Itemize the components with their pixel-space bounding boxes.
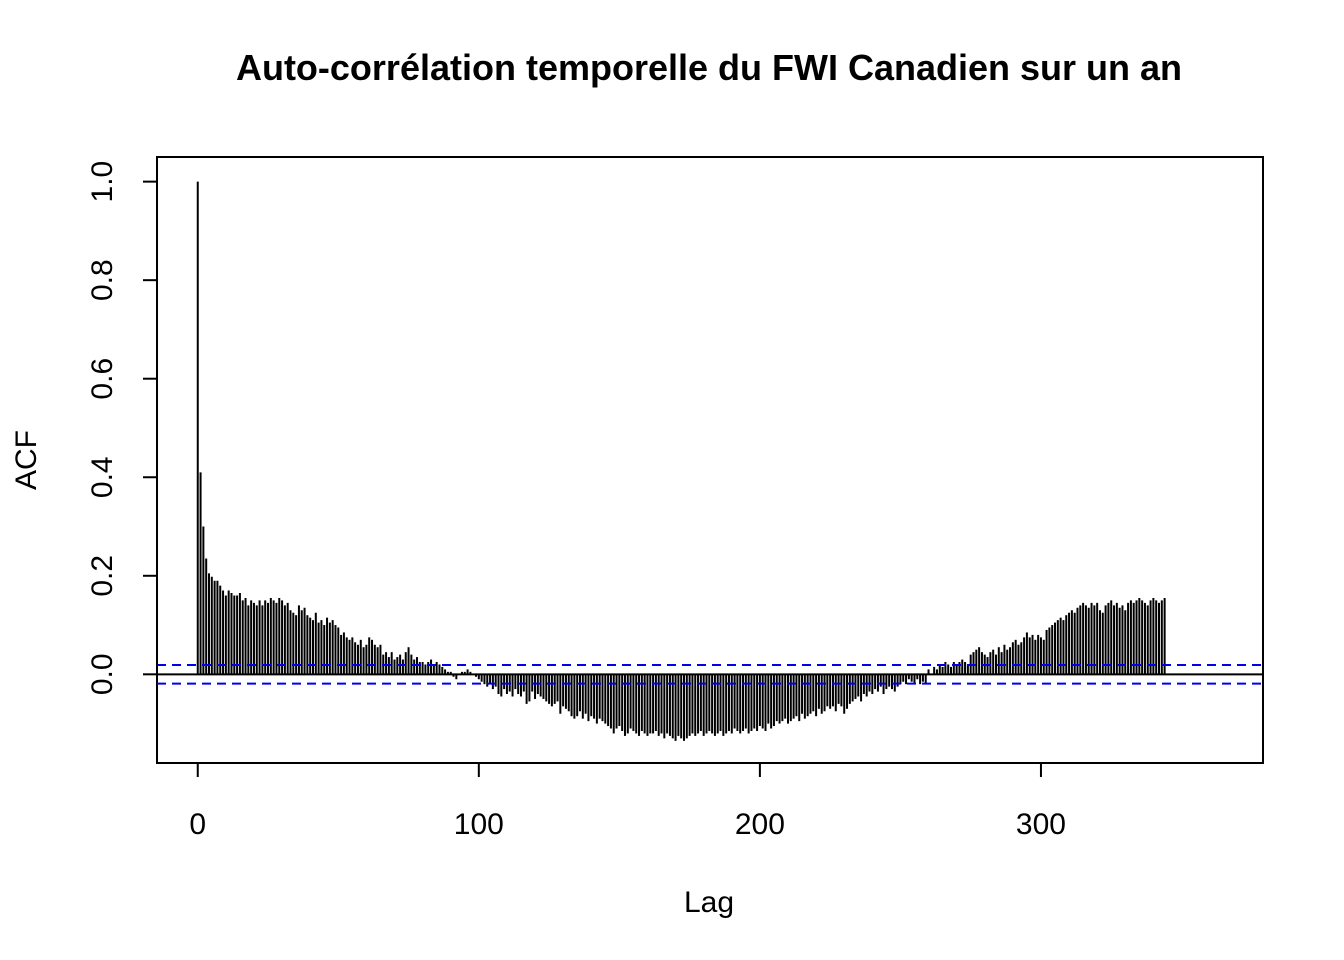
y-tick-label: 0.0 (86, 653, 119, 695)
x-axis-label: Lag (684, 886, 734, 919)
y-axis-label: ACF (10, 430, 43, 490)
x-tick-label: 100 (454, 808, 504, 841)
x-tick-label: 200 (735, 808, 785, 841)
y-tick-label: 0.6 (86, 358, 119, 400)
y-tick-label: 1.0 (86, 161, 119, 203)
x-axis: 0 100 200 300 (189, 762, 1066, 841)
reference-lines (157, 663, 1263, 685)
y-tick-label: 0.2 (86, 555, 119, 597)
x-tick-label: 300 (1016, 808, 1066, 841)
x-tick-label: 0 (189, 808, 206, 841)
chart-title: Auto-corrélation temporelle du FWI Canad… (236, 47, 1182, 88)
y-tick-label: 0.8 (86, 259, 119, 301)
acf-bars (196, 181, 1166, 741)
y-tick-label: 0.4 (86, 456, 119, 498)
y-axis: 0.0 0.2 0.4 0.6 0.8 1.0 (86, 161, 158, 695)
